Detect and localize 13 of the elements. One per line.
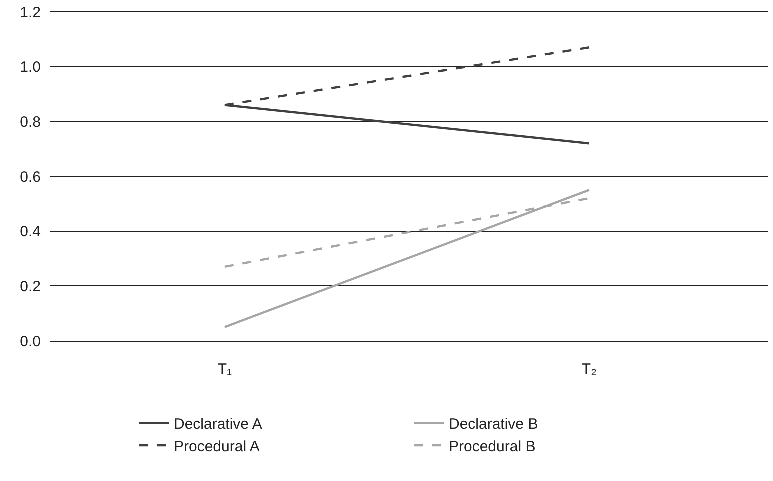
x-tick-label: T₁ [218,361,232,378]
y-tick-label: 0.4 [20,224,41,241]
y-tick-label: 1.2 [20,4,41,22]
legend-label: Procedural A [174,438,260,456]
legend-label: Declarative A [174,416,262,433]
y-tick-label: 0.0 [20,333,41,350]
legend-label: Procedural B [449,438,536,456]
y-tick-label: 0.2 [20,278,41,296]
y-tick-label: 0.6 [20,168,41,186]
legend-label: Declarative B [449,416,538,433]
y-tick-label: 0.8 [20,114,41,131]
y-tick-label: 1.0 [20,59,41,76]
x-tick-label: T₂ [582,361,598,378]
